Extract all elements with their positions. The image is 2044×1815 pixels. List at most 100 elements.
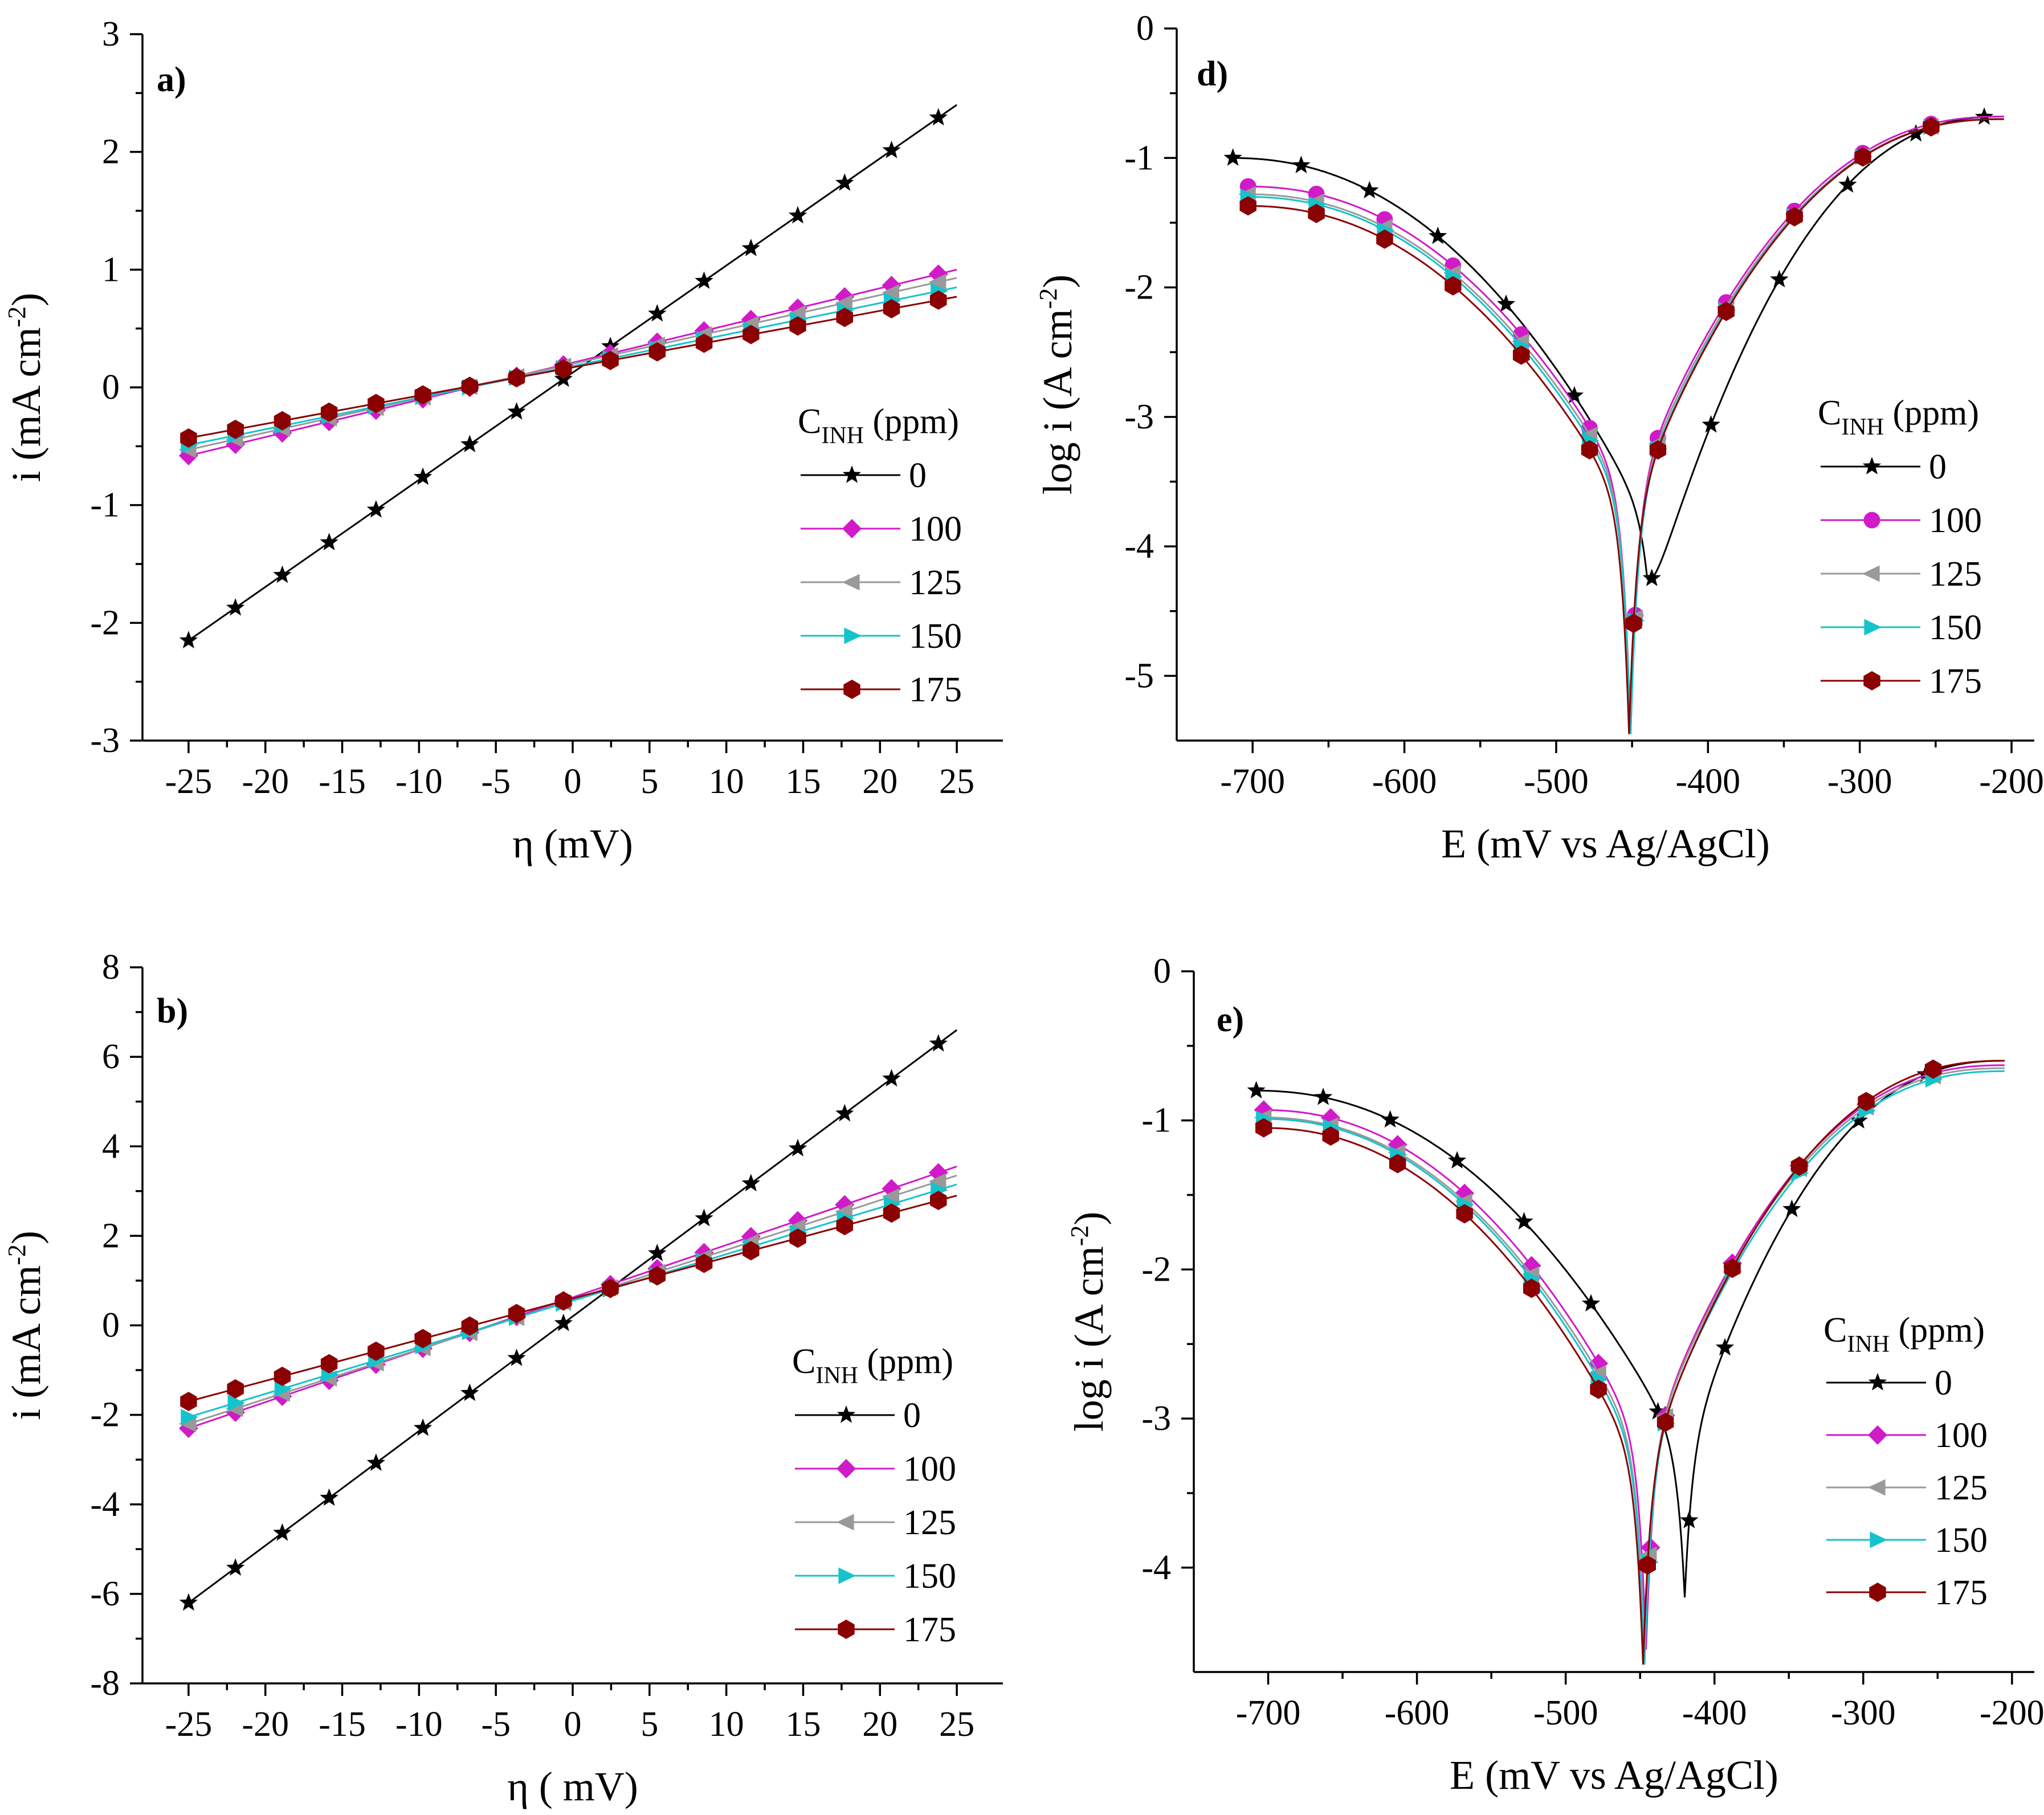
y-tick-label: -1 — [1141, 1101, 1171, 1140]
legend-marker — [1868, 1373, 1887, 1391]
legend-title-sub: INH — [1841, 414, 1884, 440]
data-point — [413, 467, 433, 485]
data-point — [836, 308, 853, 328]
data-point — [1581, 1294, 1601, 1312]
data-point — [695, 1208, 713, 1227]
data-point — [320, 533, 338, 550]
data-point — [1782, 1199, 1801, 1217]
series-line — [188, 268, 957, 457]
x-axis-label: E (mV vs Ag/AgCl) — [1450, 1752, 1778, 1798]
data-point — [1923, 117, 1940, 137]
legend: CINH (ppm) 0 100 125 150 175 — [1818, 394, 1982, 701]
x-tick-label: 5 — [640, 1705, 658, 1744]
legend-label: 125 — [1929, 555, 1982, 594]
legend-marker — [1870, 1531, 1887, 1548]
y-axis-label-end: ) — [3, 293, 49, 306]
data-point — [883, 1203, 900, 1223]
data-point — [1680, 1511, 1699, 1528]
data-point — [508, 1303, 525, 1323]
data-point — [273, 1523, 292, 1541]
x-axis-label: η ( mV) — [507, 1764, 638, 1809]
series-line — [188, 286, 957, 446]
legend-title-sub: INH — [821, 423, 864, 449]
data-point — [1322, 1126, 1339, 1146]
data-point — [929, 108, 948, 126]
data-point — [554, 1313, 573, 1331]
series-group — [178, 104, 957, 649]
x-tick-label: -400 — [1675, 762, 1740, 801]
legend-title-end: (ppm) — [1890, 1311, 1985, 1350]
series-line — [187, 1029, 958, 1604]
legend-marker — [844, 627, 862, 644]
data-point — [835, 173, 854, 191]
data-point — [882, 276, 901, 296]
legend-marker — [838, 1620, 855, 1639]
legend-label: 0 — [1929, 448, 1947, 487]
y-tick-label: -3 — [90, 721, 120, 760]
y-tick-label: 3 — [102, 15, 120, 54]
x-tick-label: 20 — [862, 1705, 897, 1744]
y-tick-label: -2 — [90, 1396, 120, 1434]
x-tick-label: -300 — [1827, 762, 1892, 801]
legend-label: 150 — [909, 617, 962, 656]
y-tick-label: -2 — [1124, 268, 1154, 307]
data-point — [1849, 1111, 1868, 1129]
series-group — [1223, 107, 2004, 734]
data-point — [1456, 1204, 1473, 1224]
legend-title: CINH (ppm) — [792, 1342, 953, 1389]
data-point — [928, 1173, 946, 1190]
data-point — [1649, 1402, 1667, 1420]
data-point — [648, 1266, 666, 1286]
data-point — [1717, 301, 1735, 321]
series-line — [188, 1183, 957, 1418]
y-tick-label: 0 — [1136, 9, 1154, 48]
data-point — [1223, 148, 1242, 166]
data-point — [1429, 226, 1447, 244]
y-tick-label: -6 — [90, 1575, 120, 1613]
panel-label: a) — [157, 60, 186, 99]
legend: CINH (ppm) 0 100 125 150 175 — [1823, 1311, 1988, 1612]
data-point — [227, 419, 244, 439]
y-tick-label: 6 — [102, 1037, 120, 1076]
legend-marker — [837, 1405, 856, 1423]
y-axis-label-sup: -2 — [3, 1244, 31, 1265]
x-axis-label: η (mV) — [512, 821, 633, 866]
data-point — [930, 1191, 947, 1211]
data-point — [413, 1418, 433, 1436]
data-point — [460, 1383, 479, 1401]
data-point — [1445, 276, 1462, 296]
series-line — [188, 296, 957, 439]
data-point — [1838, 175, 1857, 193]
data-point — [507, 402, 526, 420]
x-tick-label: 10 — [709, 1705, 744, 1744]
data-point — [695, 333, 713, 353]
legend-label: 125 — [909, 563, 962, 602]
y-tick-label: -4 — [1124, 527, 1154, 566]
y-tick-label: -3 — [1124, 398, 1154, 436]
legend-marker — [1863, 512, 1880, 529]
data-point — [789, 1228, 806, 1248]
data-point — [1854, 147, 1871, 167]
legend-label: 150 — [1935, 1521, 1988, 1560]
data-point — [695, 1253, 713, 1273]
data-point — [368, 394, 385, 414]
y-axis-label-sup: -2 — [1066, 1225, 1094, 1246]
series-group — [1247, 1059, 2005, 1665]
series-175 — [1255, 1059, 2005, 1665]
data-point — [227, 1379, 244, 1399]
data-point — [602, 1278, 619, 1298]
x-tick-label: -600 — [1372, 762, 1437, 801]
x-tick-label: 5 — [640, 762, 658, 801]
legend-marker — [1862, 457, 1882, 475]
y-axis-label-sup: -2 — [1034, 288, 1062, 309]
data-point — [555, 359, 572, 379]
legend-title-sub: INH — [815, 1363, 858, 1389]
x-tick-label: 0 — [564, 1705, 582, 1744]
legend-marker — [843, 680, 860, 699]
data-point — [1907, 124, 1925, 142]
y-axis-label-sup: -2 — [3, 306, 31, 328]
legend-marker — [838, 1567, 856, 1584]
chart-panel-d: -700 -600 -500 -400 -300 -200 -5 -4 -3 -2 -1 0 E (mV… — [1034, 9, 2044, 866]
